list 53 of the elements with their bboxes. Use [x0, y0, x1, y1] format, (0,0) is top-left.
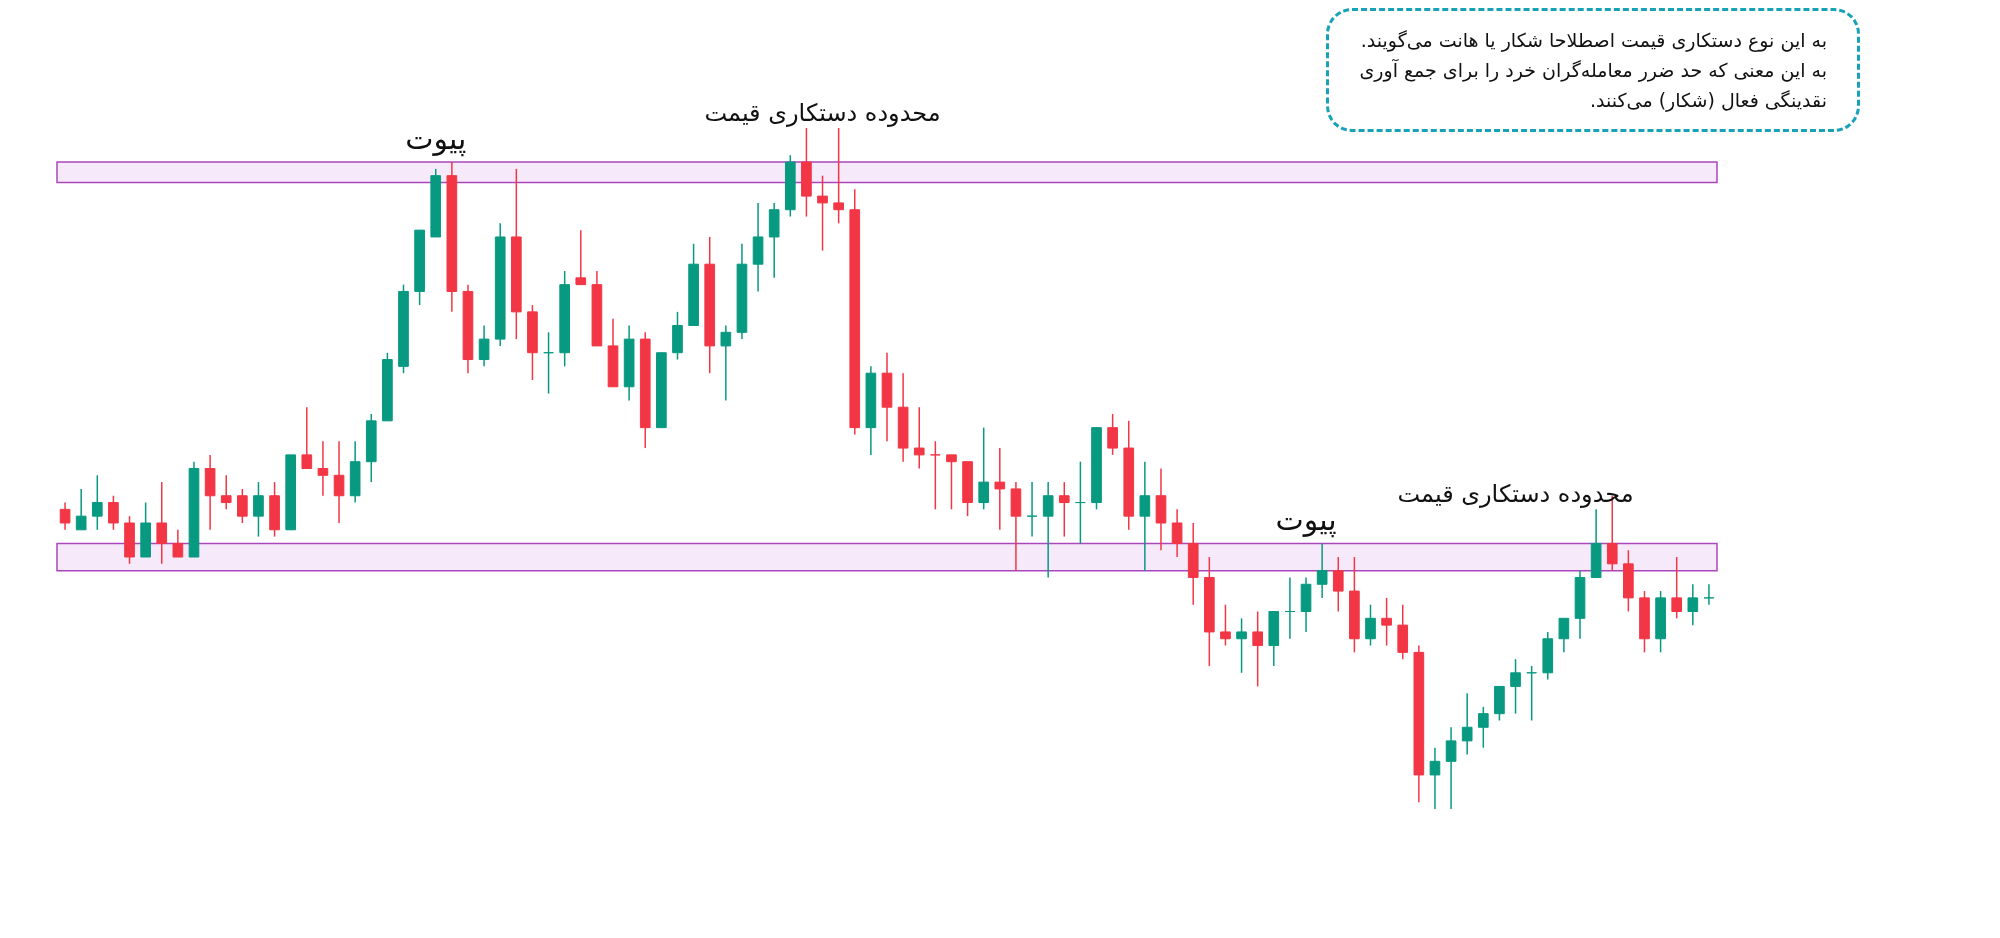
candlestick: [1252, 610, 1264, 688]
candlestick: [1365, 603, 1376, 647]
candlestick: [994, 447, 1006, 531]
annotation: پیوت: [405, 121, 467, 158]
candlestick: [1236, 617, 1247, 674]
candlestick: [1671, 556, 1683, 620]
candlestick: [1284, 576, 1296, 640]
candlestick: [1461, 692, 1473, 756]
candlestick: [172, 529, 184, 558]
band-label: محدوده دستکاری قیمت: [1397, 480, 1634, 509]
candlestick: [833, 127, 844, 225]
candlestick: [575, 229, 587, 286]
candlestick: [543, 331, 554, 395]
candlestick: [301, 406, 313, 470]
candlestick: [478, 324, 490, 368]
dashed-frame: به این نوع دستکاری قیمت اصطلاحا شکار یا هانت می‌گویند. به این معنی که حد ضرر معامله‌گران خرد را برای جمع آوری نقدینگی فعال (شکار) می‌کنند.: [1326, 8, 1860, 132]
candlestick: [1058, 481, 1070, 538]
candlestick: [1703, 583, 1715, 606]
candlestick: [253, 481, 264, 538]
candlestick: [1429, 746, 1441, 810]
candlestick: [59, 501, 71, 531]
candlestick: [333, 440, 345, 524]
annotation: پیوت: [1275, 502, 1337, 539]
candlestick: [237, 488, 248, 524]
candlestick: [156, 481, 168, 565]
candlestick: [1687, 583, 1699, 626]
candlestick: [913, 406, 925, 470]
candlestick: [946, 454, 957, 511]
candlestick: [75, 488, 87, 531]
candlestick: [91, 474, 103, 531]
candlestick: [220, 474, 232, 511]
candlestick: [1558, 617, 1570, 654]
candlestick: [317, 440, 329, 497]
candlestick: [1526, 665, 1537, 722]
candlestick: [978, 426, 990, 511]
candlestick: [1042, 481, 1054, 579]
candlestick: [1316, 542, 1328, 599]
candlestick: [720, 324, 732, 402]
candlestick: [930, 440, 941, 511]
candlestick: [1075, 460, 1086, 545]
candlestick: [1510, 658, 1521, 715]
candlestick: [817, 174, 828, 252]
candlestick: [1171, 508, 1183, 558]
candlestick: [1026, 481, 1038, 538]
candlestick: [1139, 460, 1151, 572]
candlestick: [1477, 706, 1489, 749]
candlestick: [1445, 726, 1457, 810]
candlestick: [108, 494, 119, 531]
candlestick: [1381, 597, 1392, 647]
candlestick: [1332, 556, 1344, 613]
band-label: محدوده دستکاری قیمت: [704, 99, 941, 128]
candlestick: [1107, 413, 1118, 456]
candlestick: [1220, 603, 1231, 647]
